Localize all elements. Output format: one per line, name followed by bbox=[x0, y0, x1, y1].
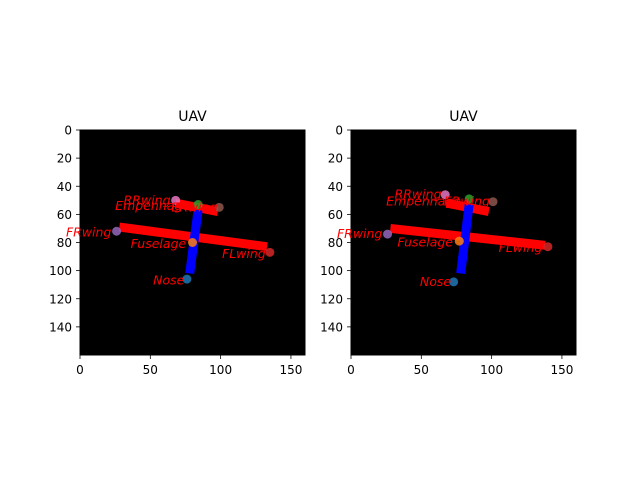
keypoint-marker bbox=[543, 242, 553, 252]
plot-content bbox=[383, 190, 553, 287]
keypoint-marker bbox=[265, 247, 275, 257]
x-tick-label: 0 bbox=[347, 363, 355, 377]
skeleton-segment bbox=[456, 203, 474, 274]
keypoint-label: Empennage bbox=[115, 198, 190, 213]
keypoint-label: FRwing bbox=[66, 225, 111, 240]
keypoint-marker bbox=[454, 236, 464, 246]
x-tick-label: 50 bbox=[143, 363, 158, 377]
keypoint-label: Fuselage bbox=[397, 235, 453, 250]
y-tick-label: 20 bbox=[328, 152, 343, 166]
y-tick-label: 60 bbox=[328, 208, 343, 222]
y-tick-label: 80 bbox=[328, 236, 343, 250]
keypoint-label: RRwing bbox=[395, 187, 442, 202]
keypoint-label: Nose bbox=[153, 272, 185, 287]
keypoint-marker bbox=[171, 195, 181, 205]
keypoint-label: Fuselage bbox=[131, 236, 187, 251]
keypoint-marker bbox=[449, 277, 459, 287]
y-tick-label: 100 bbox=[49, 264, 72, 278]
x-tick-label: 150 bbox=[279, 363, 302, 377]
y-tick-label: 40 bbox=[328, 180, 343, 194]
keypoint-marker bbox=[182, 274, 192, 284]
keypoint-label: FRwing bbox=[337, 226, 382, 241]
x-tick-label: 100 bbox=[480, 363, 503, 377]
y-tick-label: 140 bbox=[320, 320, 343, 334]
x-tick-label: 150 bbox=[550, 363, 573, 377]
keypoint-marker bbox=[440, 190, 450, 200]
x-tick-label: 0 bbox=[76, 363, 84, 377]
keypoint-marker bbox=[112, 226, 122, 236]
chart-title: UAV bbox=[178, 109, 207, 125]
y-tick-label: 0 bbox=[335, 124, 343, 138]
keypoint-label: RRwing bbox=[124, 192, 171, 207]
y-tick-label: 80 bbox=[57, 236, 72, 250]
x-tick-label: 100 bbox=[209, 363, 232, 377]
keypoint-marker bbox=[464, 194, 474, 204]
y-tick-label: 100 bbox=[320, 264, 343, 278]
keypoint-marker bbox=[214, 202, 224, 212]
keypoint-marker bbox=[383, 229, 393, 239]
chart-title: UAV bbox=[449, 109, 478, 125]
plot-content bbox=[112, 195, 275, 284]
keypoint-label: ERwing bbox=[444, 194, 490, 209]
y-tick-label: 0 bbox=[64, 124, 72, 138]
keypoint-marker bbox=[488, 197, 498, 207]
y-tick-label: 120 bbox=[49, 292, 72, 306]
keypoint-marker bbox=[188, 238, 197, 247]
keypoint-marker bbox=[193, 200, 203, 210]
y-tick-label: 20 bbox=[57, 152, 72, 166]
y-tick-label: 40 bbox=[57, 180, 72, 194]
keypoint-label: ERwing bbox=[171, 199, 217, 214]
y-tick-label: 140 bbox=[49, 320, 72, 334]
keypoint-label: FLwing bbox=[499, 240, 543, 255]
keypoint-label: Nose bbox=[420, 274, 452, 289]
x-tick-label: 50 bbox=[414, 363, 429, 377]
y-tick-label: 120 bbox=[320, 292, 343, 306]
keypoint-label: FLwing bbox=[222, 246, 266, 261]
y-tick-label: 60 bbox=[57, 208, 72, 222]
keypoint-label: Empennage bbox=[386, 194, 461, 209]
